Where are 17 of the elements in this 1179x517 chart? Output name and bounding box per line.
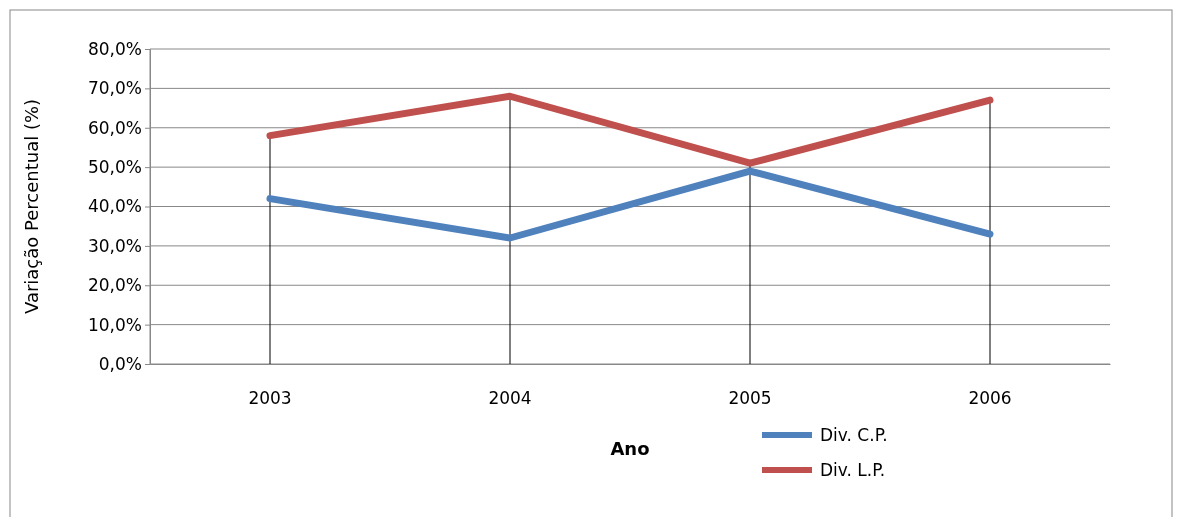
x-tick-label: 2006 [968,388,1012,409]
y-tick-label: 80,0% [87,38,142,59]
x-tick-label: 2003 [248,388,292,409]
y-tick-label: 40,0% [87,196,142,217]
y-tick-label: 20,0% [87,275,142,296]
y-tick-label: 0,0% [98,353,142,374]
y-tick-label: 70,0% [87,78,142,99]
legend-label: Div. C.P. [820,425,888,445]
legend-label: Div. L.P. [820,460,886,480]
y-tick-label: 50,0% [87,157,142,178]
x-tick-label: 2005 [728,388,772,409]
y-axis-title: Variação Percentual (%) [21,98,42,315]
y-tick-label: 60,0% [87,117,142,138]
x-tick-label: 2004 [488,388,532,409]
y-tick-label: 30,0% [87,235,142,256]
y-tick-label: 10,0% [87,314,142,335]
x-axis-title: Ano [610,438,650,459]
